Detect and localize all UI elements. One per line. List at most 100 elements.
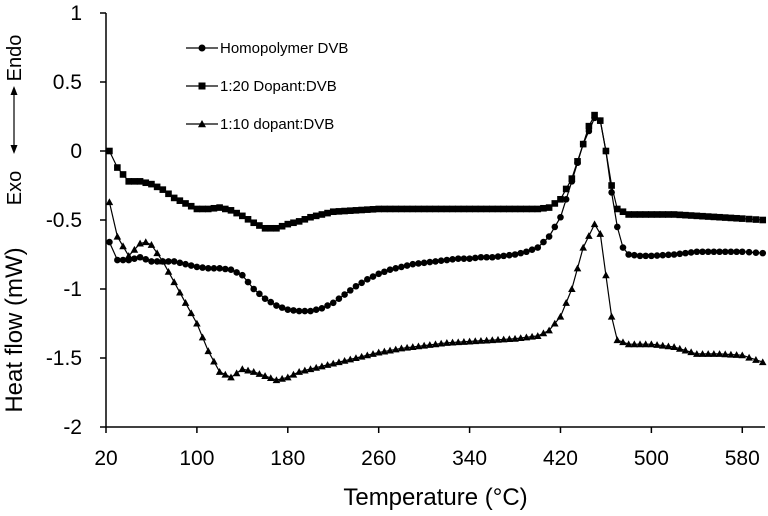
data-point-circle [369,273,377,280]
data-point-triangle [278,374,286,382]
data-point-circle [489,253,496,261]
data-point-circle [437,257,445,265]
data-point-triangle [721,350,730,358]
data-point-square [608,182,615,189]
data-point-square [301,216,309,223]
x-tick-label: 580 [725,447,760,470]
data-point-circle [511,251,519,258]
data-point-square [477,205,485,213]
data-point-triangle [306,365,315,373]
legend-item: 1:10 dopant:DVB [186,116,334,133]
data-point-triangle [454,338,463,346]
data-point-square [704,213,712,220]
data-point-triangle [266,374,275,382]
data-point-triangle [164,267,173,275]
data-point-circle [403,262,411,269]
data-point-circle [716,248,723,256]
data-point-circle [198,44,206,52]
data-point-triangle [197,119,207,128]
double-arrow-icon [10,86,18,154]
data-point-square [759,216,767,224]
data-point-square [222,205,229,213]
data-point-square [358,206,365,214]
data-point-circle [432,258,439,265]
data-point-triangle [745,353,753,361]
data-point-triangle [505,335,514,343]
data-point-circle [278,304,286,311]
legend-label: 1:10 dopant:DVB [220,116,334,133]
data-point-circle [625,251,632,258]
data-point-triangle [752,356,760,363]
data-point-circle [506,251,513,259]
data-point-triangle [249,368,258,375]
data-point-square [403,205,411,213]
y-axis-title: Heat flow (mW) [1,247,28,412]
data-point-triangle [460,337,468,345]
data-point-circle [307,307,314,315]
data-point-triangle [357,352,366,360]
data-point-square [540,204,547,212]
data-point-triangle [653,341,661,348]
data-point-triangle [215,368,224,375]
data-point-circle [710,248,718,256]
data-point-square [596,117,604,124]
data-point-square [199,205,206,213]
data-point-triangle [670,343,678,350]
data-point-square [159,186,167,193]
data-point-circle [517,249,525,257]
data-point-square [506,205,513,213]
y-tick-label: 1 [70,2,82,25]
data-point-square [352,207,360,214]
data-point-triangle [477,336,485,344]
data-point-triangle [397,344,406,352]
data-point-triangle [494,335,502,343]
x-tick-label: 420 [543,447,578,470]
data-point-triangle [465,337,474,345]
data-point-triangle [141,238,150,246]
data-point-square [267,224,275,232]
data-point-square [239,212,246,220]
data-point-square [106,147,113,155]
data-point-square [420,205,428,213]
data-point-circle [759,249,767,257]
data-point-square [665,211,672,218]
data-point-triangle [340,356,349,364]
data-point-circle [551,223,559,231]
data-point-square [642,211,649,218]
data-point-triangle [335,358,343,366]
data-point-square [494,205,502,213]
data-point-triangle [448,338,457,346]
data-point-triangle [346,355,355,363]
data-point-circle [562,196,570,203]
data-point-circle [449,256,456,263]
data-point-circle [500,252,507,260]
data-point-triangle [471,337,480,345]
data-point-square [733,214,740,222]
data-point-square [716,213,723,221]
data-point-square [613,205,621,213]
data-point-circle [148,258,155,265]
data-point-triangle [159,257,167,265]
data-point-circle [199,264,206,271]
data-point-square [511,205,519,213]
legend-item: 1:20 Dopant:DVB [186,78,337,95]
data-point-circle [699,248,706,256]
data-point-square [585,122,593,130]
data-point-triangle [295,368,303,375]
data-point-triangle [528,332,536,340]
data-point-square [148,180,155,188]
data-point-square [483,205,490,213]
data-point-triangle [272,376,281,384]
data-point-circle [483,253,490,261]
data-point-square [636,211,644,218]
data-point-circle [733,248,740,256]
data-point-triangle [312,363,320,371]
data-point-triangle [675,344,684,352]
legend: Homopolymer DVB 1:20 Dopant:DVB 1:10 dopan… [186,40,348,133]
data-point-square [153,183,161,191]
data-point-square [562,185,570,193]
x-tick-label: 100 [179,447,214,470]
data-point-circle [165,258,172,265]
data-point-triangle [261,372,269,379]
data-point-square [557,196,564,203]
